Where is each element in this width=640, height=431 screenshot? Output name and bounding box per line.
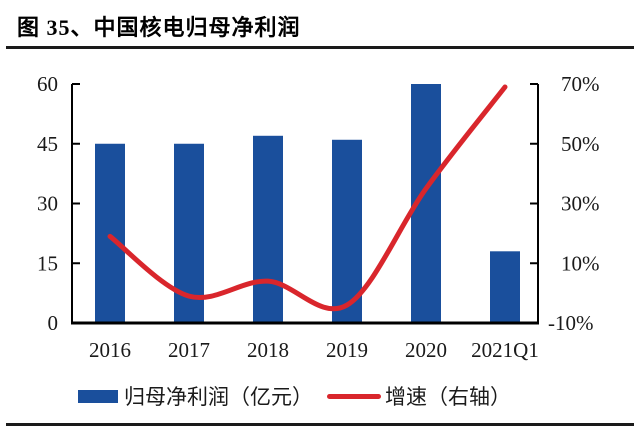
x-axis-label: 2018 — [247, 338, 289, 362]
left-axis-tick-label: 60 — [37, 72, 58, 96]
x-axis-label: 2016 — [89, 338, 131, 362]
bottom-divider — [6, 423, 634, 426]
left-axis-tick-label: 15 — [37, 251, 58, 275]
x-axis-label: 2019 — [326, 338, 368, 362]
x-axis-label: 2021Q1 — [471, 338, 539, 362]
right-axis-tick-label: -10% — [548, 311, 594, 335]
x-axis-label: 2017 — [168, 338, 210, 362]
bar-2019 — [332, 139, 362, 323]
legend-line-swatch — [327, 393, 381, 399]
figure-title: 图 35、中国核电归母净利润 — [17, 15, 301, 40]
legend-line-label: 增速（右轴） — [385, 385, 511, 409]
left-axis-tick-label: 30 — [37, 192, 58, 216]
legend-bar-label: 归母净利润（亿元） — [124, 385, 313, 409]
chart-legend: 归母净利润（亿元） 增速（右轴） — [78, 381, 511, 411]
x-axis-label: 2020 — [405, 338, 447, 362]
right-axis-tick-label: 30% — [561, 192, 600, 216]
right-axis-tick-label: 70% — [561, 72, 600, 96]
bar-2016 — [95, 143, 125, 323]
bar-2018 — [253, 135, 283, 323]
legend-bar-swatch — [78, 389, 118, 403]
growth-line — [107, 84, 508, 312]
left-axis-tick-label: 0 — [48, 311, 59, 335]
right-axis-tick-label: 10% — [561, 251, 600, 275]
title-underline — [6, 46, 634, 49]
right-axis-tick-label: 50% — [561, 132, 600, 156]
bar-2021Q1 — [490, 251, 520, 323]
left-axis-tick-label: 45 — [37, 132, 58, 156]
